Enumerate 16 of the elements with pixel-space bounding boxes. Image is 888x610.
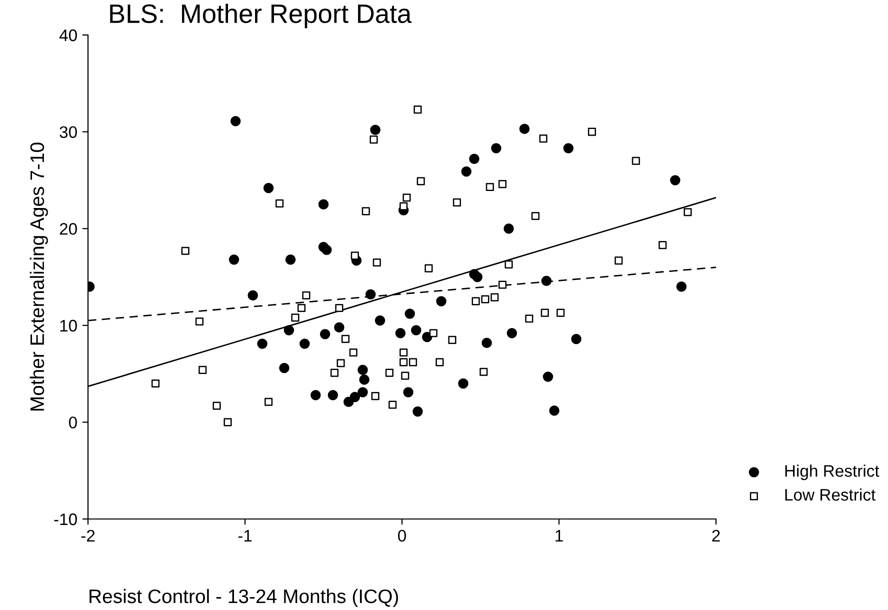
y-tick-label: 20	[60, 223, 77, 235]
x-tick-label: 2	[712, 530, 720, 542]
y-axis-title: Mother Externalizing Ages 7-10	[30, 142, 48, 411]
chart-title: BLS: Mother Report Data	[110, 4, 412, 28]
y-tick-label: -10	[54, 513, 77, 526]
y-tick-label: 10	[60, 320, 77, 332]
x-tick-label: -2	[81, 530, 95, 542]
x-tick-label: 1	[556, 530, 563, 542]
x-axis-title: Resist Control - 13-24 Months (ICQ)	[90, 588, 398, 608]
y-tick-label: 30	[60, 126, 77, 138]
y-tick-label: 0	[68, 416, 77, 428]
x-tick-label: 0	[398, 530, 406, 542]
x-tick-label: -1	[238, 530, 252, 542]
y-tick-label: 40	[59, 29, 77, 42]
legend-label: High Restrict	[785, 464, 880, 480]
legend-label: Low Restrict	[785, 488, 876, 501]
